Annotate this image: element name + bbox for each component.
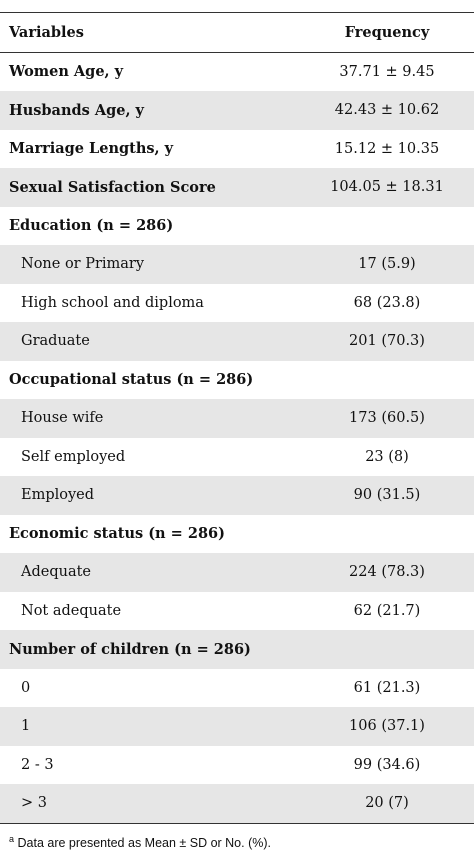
row-value: 106 (37.1) <box>349 718 425 735</box>
table-row: Husbands Age, y 42.43 ± 10.62 <box>0 91 474 130</box>
row-value: 62 (21.7) <box>353 602 421 619</box>
row-label: Graduate <box>21 333 90 350</box>
table-row: Economic status (n = 286) <box>0 515 474 554</box>
row-label: Self employed <box>21 448 126 465</box>
row-value: 20 (7) <box>365 795 409 812</box>
row-label: 0 <box>21 679 31 696</box>
row-label: None or Primary <box>21 256 145 273</box>
header-cell: Variables <box>9 23 84 41</box>
row-value: 104.05 ± 18.31 <box>330 179 444 196</box>
table: Variables Frequency Women Age, y 37.71 ± … <box>0 12 474 824</box>
row-label: Education (n = 286) <box>9 217 174 235</box>
table-row: Graduate 201 (70.3) <box>0 322 474 361</box>
table-row: Number of children (n = 286) <box>0 630 474 669</box>
row-label: Husbands Age, y <box>9 101 144 119</box>
row-value: 17 (5.9) <box>358 256 416 273</box>
row-value: 23 (8) <box>365 448 409 465</box>
footnote-marker: a <box>9 834 15 844</box>
row-value: 42.43 ± 10.62 <box>334 102 440 119</box>
table-row: 1 106 (37.1) <box>0 707 474 746</box>
row-label: Women Age, y <box>9 63 124 81</box>
table-row: Adequate 224 (78.3) <box>0 553 474 592</box>
header-row: Variables Frequency <box>0 13 474 53</box>
footnote-text: Data are presented as Mean ± SD or No. (… <box>17 836 272 851</box>
row-label: Occupational status (n = 286) <box>9 371 254 389</box>
row-value: 201 (70.3) <box>349 333 425 350</box>
table-row: > 3 20 (7) <box>0 784 474 823</box>
row-label: > 3 <box>21 795 47 812</box>
row-label: Number of children (n = 286) <box>9 640 251 658</box>
table-row: 2 - 3 99 (34.6) <box>0 746 474 785</box>
row-value: 37.71 ± 9.45 <box>339 63 435 80</box>
row-label: Sexual Satisfaction Score <box>9 178 216 196</box>
footnote: a Data are presented as Mean ± SD or No.… <box>9 834 271 850</box>
table-row: Marriage Lengths, y 15.12 ± 10.35 <box>0 130 474 169</box>
row-value: 61 (21.3) <box>353 679 421 696</box>
table-row: Not adequate 62 (21.7) <box>0 592 474 631</box>
header-cell: Frequency <box>344 23 430 41</box>
row-value: 15.12 ± 10.35 <box>334 140 440 157</box>
row-label: Not adequate <box>21 602 122 619</box>
row-label: Adequate <box>21 564 92 581</box>
table-row: Sexual Satisfaction Score 104.05 ± 18.31 <box>0 168 474 207</box>
row-value: 99 (34.6) <box>353 756 421 773</box>
table-row: None or Primary 17 (5.9) <box>0 245 474 284</box>
row-value: 173 (60.5) <box>349 410 425 427</box>
table-row: High school and diploma 68 (23.8) <box>0 284 474 323</box>
row-value: 90 (31.5) <box>353 487 421 504</box>
row-label: House wife <box>21 410 104 427</box>
row-label: 2 - 3 <box>21 756 54 773</box>
table-row: Occupational status (n = 286) <box>0 361 474 400</box>
row-value: 224 (78.3) <box>349 564 425 581</box>
row-label: Economic status (n = 286) <box>9 525 225 543</box>
table-row: House wife 173 (60.5) <box>0 399 474 438</box>
table-row: Self employed 23 (8) <box>0 438 474 477</box>
table-row: 0 61 (21.3) <box>0 669 474 708</box>
row-label: Employed <box>21 487 95 504</box>
table-row: Education (n = 286) <box>0 207 474 246</box>
table-row: Women Age, y 37.71 ± 9.45 <box>0 53 474 92</box>
row-label: High school and diploma <box>21 294 204 311</box>
row-label: Marriage Lengths, y <box>9 140 174 158</box>
table-row: Employed 90 (31.5) <box>0 476 474 515</box>
row-label: 1 <box>21 718 31 735</box>
row-value: 68 (23.8) <box>353 294 421 311</box>
